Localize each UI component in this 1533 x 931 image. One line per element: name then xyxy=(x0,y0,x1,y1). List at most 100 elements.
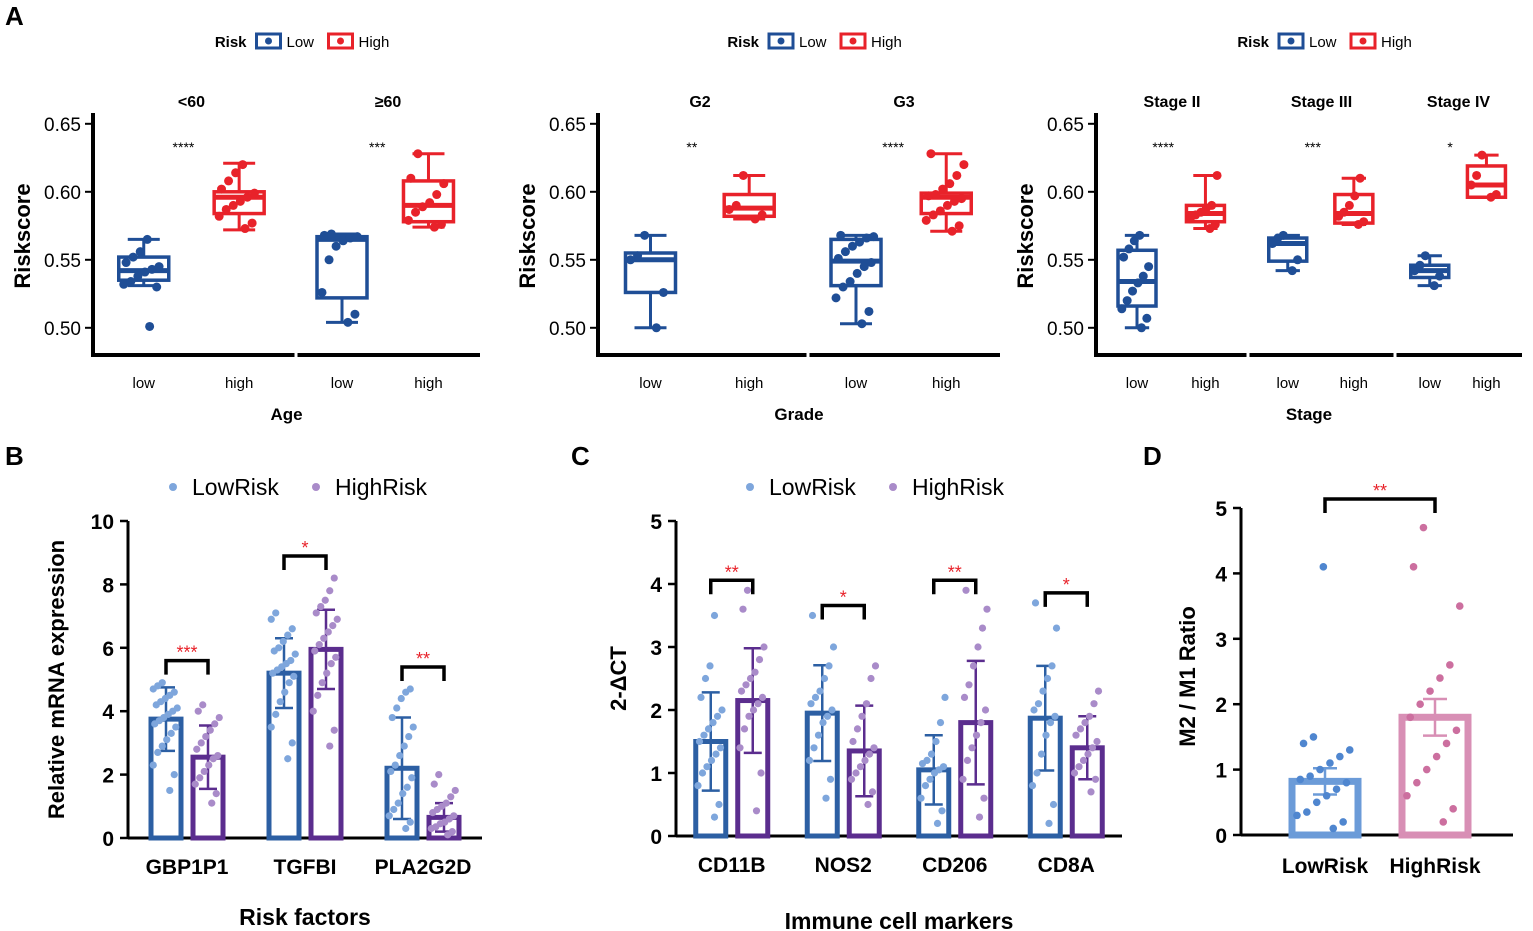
data-point xyxy=(959,775,967,783)
data-point xyxy=(1076,725,1085,733)
data-point xyxy=(972,731,981,739)
data-point xyxy=(284,755,292,763)
y-tick-label: 10 xyxy=(91,511,114,534)
data-point xyxy=(1429,281,1439,291)
data-point xyxy=(852,268,862,278)
data-point xyxy=(974,643,982,651)
data-point xyxy=(400,742,408,750)
data-point xyxy=(140,267,150,277)
bracket-line xyxy=(400,665,446,682)
box-high: high xyxy=(1184,170,1227,392)
data-point xyxy=(276,698,284,706)
data-point xyxy=(811,693,820,702)
data-point xyxy=(1426,687,1434,695)
data-point xyxy=(697,693,705,702)
data-point xyxy=(320,634,328,642)
y-tick-label: 0.55 xyxy=(549,251,586,272)
legend-dot-swatch xyxy=(265,37,272,45)
data-point xyxy=(272,609,280,617)
data-point xyxy=(147,264,157,274)
panel-label-d: D xyxy=(1143,441,1162,471)
data-point xyxy=(1359,217,1369,227)
data-point xyxy=(1030,706,1038,714)
data-point xyxy=(718,706,726,714)
data-point xyxy=(451,786,459,795)
data-point xyxy=(206,726,214,734)
data-point xyxy=(333,615,341,623)
data-point xyxy=(1339,818,1347,826)
y-tick-label: 1 xyxy=(650,763,662,786)
data-point xyxy=(429,222,439,232)
data-point xyxy=(1406,713,1415,722)
data-point xyxy=(172,723,180,731)
facet-0: G2 ** low high xyxy=(623,94,776,392)
data-point xyxy=(152,282,162,292)
data-point xyxy=(921,782,930,790)
y-tick-label: 0.50 xyxy=(44,319,81,340)
data-point xyxy=(214,211,224,221)
facet-title: ≥60 xyxy=(375,94,402,111)
boxplot-panel-A1: Risk Low High0.500.550.600.65RiskscoreAge<… xyxy=(10,32,480,424)
data-point xyxy=(1124,244,1134,254)
data-point xyxy=(760,643,768,651)
data-point xyxy=(435,771,443,779)
category-nos2: * NOS2 xyxy=(804,588,882,877)
data-point xyxy=(332,653,340,661)
data-point xyxy=(1072,731,1080,739)
data-point xyxy=(980,794,988,802)
box-low: low xyxy=(1267,230,1309,392)
y-tick-label: 0 xyxy=(102,828,114,851)
facet-0: <60 **** low high xyxy=(117,94,266,392)
legend-label: High xyxy=(871,34,902,51)
data-point xyxy=(1316,765,1324,774)
data-point xyxy=(235,196,245,206)
data-point xyxy=(935,206,945,216)
x-tick-label: high xyxy=(1472,375,1500,392)
data-point xyxy=(197,739,205,747)
data-point xyxy=(742,681,750,689)
data-point xyxy=(214,751,222,760)
data-point xyxy=(926,149,936,159)
data-point xyxy=(126,277,136,287)
data-point xyxy=(819,719,827,727)
data-point xyxy=(826,775,835,783)
data-point xyxy=(324,255,334,265)
data-point xyxy=(1079,756,1088,765)
data-point xyxy=(425,198,435,208)
data-point xyxy=(196,774,204,782)
facet-title: Stage II xyxy=(1144,94,1201,111)
facet-1: ≥60 *** low high xyxy=(315,94,456,392)
y-tick-label: 0.60 xyxy=(44,183,81,204)
legend-label: HighRisk xyxy=(912,474,1005,500)
data-point xyxy=(314,691,322,699)
bracket-line xyxy=(932,578,978,595)
data-point xyxy=(1138,271,1148,281)
data-point xyxy=(1436,674,1444,682)
bar-lowrisk xyxy=(1027,599,1063,839)
x-axis-label: Stage xyxy=(1286,405,1332,424)
data-point xyxy=(862,700,871,708)
boxplot-panel-A2: Risk Low High 0.50 0.55 0.60 0.65 Riskscore Grad… xyxy=(515,32,1000,424)
x-tick-label: low xyxy=(132,375,155,392)
bracket-line xyxy=(282,554,328,571)
category-tgfbi: * TGFBI xyxy=(266,538,344,879)
data-point xyxy=(448,828,456,836)
panel-label-c: C xyxy=(571,441,590,471)
data-point xyxy=(405,732,413,741)
data-point xyxy=(1350,191,1360,201)
data-point xyxy=(211,720,219,728)
y-tick-label: 0.65 xyxy=(549,115,586,136)
data-point xyxy=(703,763,711,771)
data-point xyxy=(208,799,216,807)
y-tick-label: 8 xyxy=(102,574,114,597)
data-point xyxy=(960,693,969,702)
data-point xyxy=(450,812,458,820)
x-tick-label: low xyxy=(845,375,868,392)
data-point xyxy=(1446,661,1454,669)
data-point xyxy=(977,719,985,727)
bar-lowrisk xyxy=(693,611,729,839)
legend-dot-swatch xyxy=(849,37,857,45)
x-tick-label: low xyxy=(1126,375,1149,392)
facet-title: G3 xyxy=(893,94,914,111)
data-point xyxy=(828,706,836,714)
